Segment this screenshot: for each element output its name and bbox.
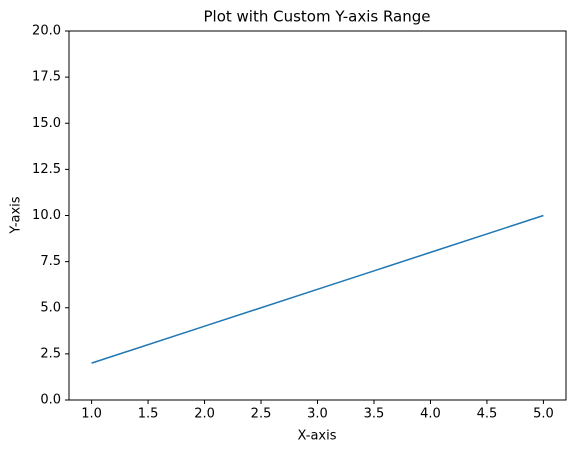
y-tick-label: 20.0	[32, 24, 61, 39]
y-tick-label: 10.0	[32, 208, 61, 223]
x-tick-label: 1.5	[138, 407, 159, 422]
x-tick-label: 3.5	[364, 407, 385, 422]
x-tick-label: 4.0	[420, 407, 441, 422]
x-tick-label: 2.0	[194, 407, 215, 422]
y-tick-label: 17.5	[32, 70, 61, 85]
y-axis-label: Y-axis	[9, 196, 24, 234]
chart-title: Plot with Custom Y-axis Range	[203, 8, 430, 26]
x-axis-label: X-axis	[298, 429, 337, 444]
line-series	[91, 214, 544, 364]
y-tick-label: 15.0	[32, 116, 61, 131]
y-tick-label: 5.0	[40, 300, 61, 315]
y-tick-label: 7.5	[40, 254, 61, 269]
y-tick-label: 2.5	[40, 346, 61, 361]
y-tick-label: 12.5	[32, 162, 61, 177]
x-tick-label: 1.0	[81, 407, 102, 422]
x-tick-label: 2.5	[251, 407, 272, 422]
y-tick-label: 0.0	[40, 393, 61, 408]
x-tick-label: 5.0	[533, 407, 554, 422]
x-tick-label: 3.0	[307, 407, 328, 422]
x-tick-label: 4.5	[477, 407, 498, 422]
axes-frame	[68, 30, 567, 401]
